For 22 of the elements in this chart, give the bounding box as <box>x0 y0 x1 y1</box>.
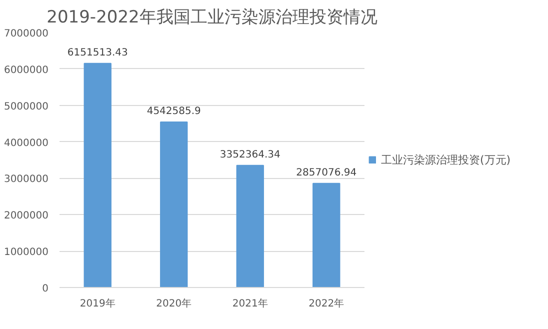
bar <box>312 182 340 288</box>
data-label: 4542585.9 <box>146 106 201 118</box>
x-tick-label: 2020年 <box>156 298 192 310</box>
data-label: 3352364.34 <box>220 149 280 160</box>
bar <box>160 122 188 288</box>
y-tick-label: 0 <box>42 284 49 294</box>
y-tick-label: 2000000 <box>4 210 49 222</box>
y-tick-label: 5000000 <box>4 101 49 112</box>
x-tick-label: 2022年 <box>308 298 344 310</box>
data-label: 6151513.43 <box>67 47 128 58</box>
bar <box>236 164 264 288</box>
chart-title: 2019-2022年我国工业污染源治理投资情况 <box>46 8 378 28</box>
y-tick-label: 3000000 <box>4 174 49 186</box>
bar <box>84 62 112 288</box>
x-tick-label: 2021年 <box>232 298 268 310</box>
y-tick-label: 6000000 <box>4 64 49 76</box>
y-tick-label: 1000000 <box>4 247 49 258</box>
x-tick-label: 2019年 <box>80 298 116 310</box>
legend-label: 工业污染源治理投资(万元) <box>381 152 511 167</box>
y-tick-label: 4000000 <box>4 138 49 149</box>
data-label: 2857076.94 <box>296 167 357 178</box>
y-tick-label: 7000000 <box>4 28 49 40</box>
